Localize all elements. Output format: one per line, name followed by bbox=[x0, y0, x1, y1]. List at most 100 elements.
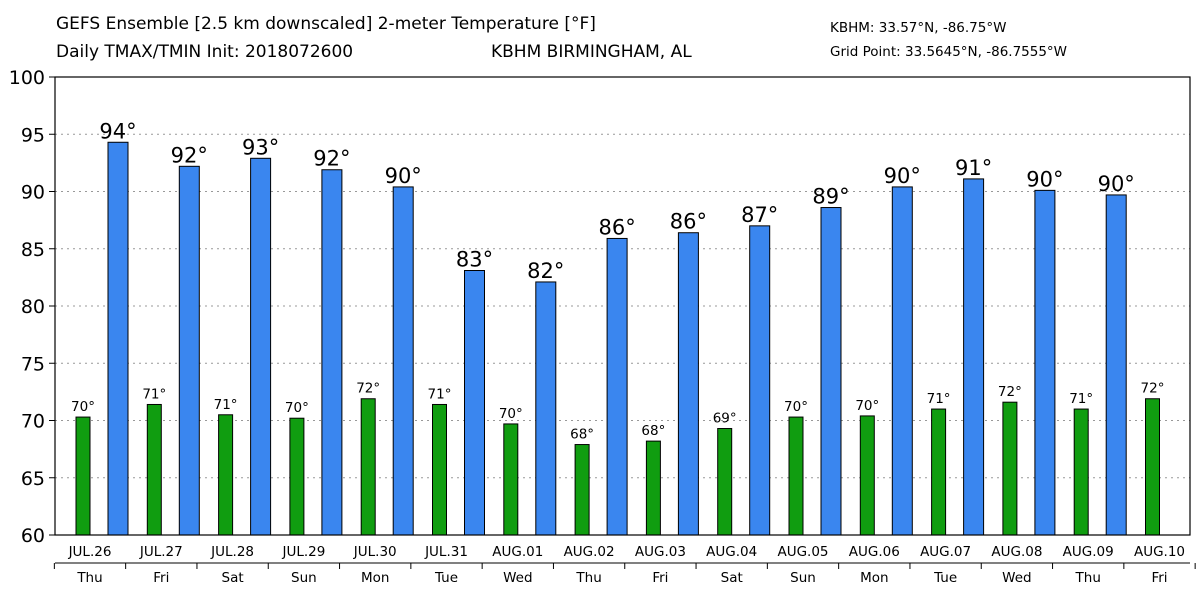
tmax-bar bbox=[392, 186, 414, 536]
tmin-bar bbox=[1073, 408, 1089, 536]
x-weekday-label: Mon bbox=[361, 570, 389, 586]
x-date-label: JUL.27 bbox=[139, 544, 183, 560]
x-date-label: AUG.10 bbox=[1134, 544, 1185, 560]
tmin-data-label: 70° bbox=[499, 406, 523, 422]
tmax-data-label: 86° bbox=[670, 210, 707, 234]
tmax-data-label: 90° bbox=[1098, 172, 1135, 196]
x-date-label: JUL.29 bbox=[281, 544, 325, 560]
y-tick-label: 85 bbox=[21, 239, 45, 261]
tmin-bar bbox=[788, 416, 804, 536]
x-weekday-label: Thu bbox=[1075, 570, 1101, 586]
tmax-data-label: 94° bbox=[99, 119, 136, 143]
tmin-data-label: 71° bbox=[428, 386, 452, 402]
x-date-label: AUG.07 bbox=[920, 544, 971, 560]
tmax-data-label: 92° bbox=[171, 143, 208, 167]
x-weekday-label: Wed bbox=[1002, 570, 1031, 586]
tmax-data-label: 92° bbox=[313, 147, 350, 171]
tmax-bar bbox=[321, 169, 343, 536]
x-date-label: AUG.02 bbox=[564, 544, 615, 560]
tmin-bar bbox=[146, 403, 162, 536]
tmax-bar bbox=[677, 232, 699, 536]
location-label: KBHM BIRMINGHAM, AL bbox=[491, 42, 692, 62]
x-date-label: JUL.28 bbox=[210, 544, 254, 560]
tmin-data-label: 72° bbox=[356, 381, 380, 397]
y-tick-label: 65 bbox=[21, 468, 45, 490]
y-tick-label: 70 bbox=[21, 411, 45, 433]
x-weekday-label: Fri bbox=[153, 570, 169, 586]
tmax-bar bbox=[250, 157, 272, 536]
tmax-data-label: 93° bbox=[242, 135, 279, 159]
x-date-label: AUG.09 bbox=[1063, 544, 1114, 560]
tmin-bar bbox=[859, 415, 875, 536]
tmax-data-label: 90° bbox=[385, 164, 422, 188]
tmin-data-label: 68° bbox=[641, 423, 665, 439]
tmax-bar bbox=[963, 178, 985, 536]
tmin-bar bbox=[75, 416, 91, 536]
tmin-bar bbox=[289, 417, 305, 536]
x-date-label: AUG.03 bbox=[635, 544, 686, 560]
x-date-label: JUL.26 bbox=[68, 544, 112, 560]
x-weekday-label: Fri bbox=[1151, 570, 1167, 586]
tmin-bar bbox=[931, 408, 947, 536]
tmin-data-label: 71° bbox=[214, 397, 238, 413]
x-date-label: JUL.30 bbox=[353, 544, 397, 560]
tmax-bar bbox=[464, 270, 485, 536]
tmin-data-label: 71° bbox=[927, 391, 951, 407]
y-tick-label: 100 bbox=[9, 67, 45, 89]
init-label: Daily TMAX/TMIN Init: 2018072600 bbox=[56, 42, 354, 62]
tmax-data-label: 89° bbox=[812, 185, 849, 209]
tmax-bar bbox=[749, 225, 771, 536]
tmin-data-label: 70° bbox=[285, 400, 309, 416]
x-date-label: AUG.01 bbox=[492, 544, 543, 560]
x-weekday-label: Thu bbox=[575, 570, 601, 586]
tmax-bar bbox=[820, 207, 842, 536]
bars bbox=[75, 141, 1160, 536]
tmin-bar bbox=[360, 398, 376, 536]
x-date-label: JUL.31 bbox=[424, 544, 468, 560]
tmin-bar bbox=[645, 440, 661, 536]
x-weekday-label: Thu bbox=[76, 570, 102, 586]
tmin-data-label: 70° bbox=[784, 399, 808, 415]
tmin-data-label: 68° bbox=[570, 427, 594, 443]
tmin-bar bbox=[218, 414, 234, 536]
x-date-label: AUG.06 bbox=[849, 544, 900, 560]
tmin-data-label: 71° bbox=[142, 386, 166, 402]
x-weekday-label: Tue bbox=[434, 570, 458, 586]
tmax-data-label: 86° bbox=[598, 215, 635, 239]
tmax-bar bbox=[1105, 194, 1127, 536]
tmax-data-label: 90° bbox=[884, 164, 921, 188]
grid-point-coordinates: Grid Point: 33.5645°N, -86.7555°W bbox=[830, 44, 1068, 60]
y-tick-label: 90 bbox=[21, 182, 45, 204]
x-weekday-label: Mon bbox=[860, 570, 888, 586]
tmax-data-label: 87° bbox=[741, 203, 778, 227]
chart-title: GEFS Ensemble [2.5 km downscaled] 2-mete… bbox=[56, 14, 596, 34]
tmin-data-label: 70° bbox=[71, 399, 95, 415]
y-tick-label: 60 bbox=[21, 525, 45, 547]
tmax-bar bbox=[891, 186, 913, 536]
tmax-bar bbox=[606, 237, 628, 536]
tmin-data-label: 72° bbox=[1141, 381, 1165, 397]
tmax-data-label: 91° bbox=[955, 156, 992, 180]
tmin-bar bbox=[1002, 401, 1018, 536]
tmax-bar bbox=[178, 165, 200, 536]
x-weekday-label: Fri bbox=[652, 570, 668, 586]
y-tick-label: 75 bbox=[21, 353, 45, 375]
tmin-bar bbox=[1145, 398, 1160, 536]
x-weekday-label: Wed bbox=[503, 570, 532, 586]
x-weekday-label: Sun bbox=[291, 570, 317, 586]
x-date-label: AUG.08 bbox=[991, 544, 1042, 560]
x-weekday-label: Sun bbox=[790, 570, 816, 586]
tmin-bar bbox=[503, 423, 519, 536]
tmin-data-label: 72° bbox=[998, 384, 1022, 400]
y-tick-label: 95 bbox=[21, 124, 45, 146]
x-date-label: AUG.05 bbox=[777, 544, 828, 560]
tmax-data-label: 83° bbox=[456, 248, 493, 272]
tmax-bar bbox=[1034, 189, 1056, 536]
station-coordinates: KBHM: 33.57°N, -86.75°W bbox=[830, 20, 1007, 36]
tmin-data-label: 71° bbox=[1069, 391, 1093, 407]
axes: 60 65 70 75 80 85 90 95 100 JUL.26 Thu JUL.27 Fri JUL… bbox=[9, 67, 1196, 586]
x-weekday-label: Sat bbox=[222, 570, 244, 586]
tmax-bar bbox=[535, 281, 557, 536]
data-labels: 70° 94° 71° 92° 71° 93° 70° 92° 72° 90° 71° 83° 70° 8… bbox=[71, 119, 1164, 442]
